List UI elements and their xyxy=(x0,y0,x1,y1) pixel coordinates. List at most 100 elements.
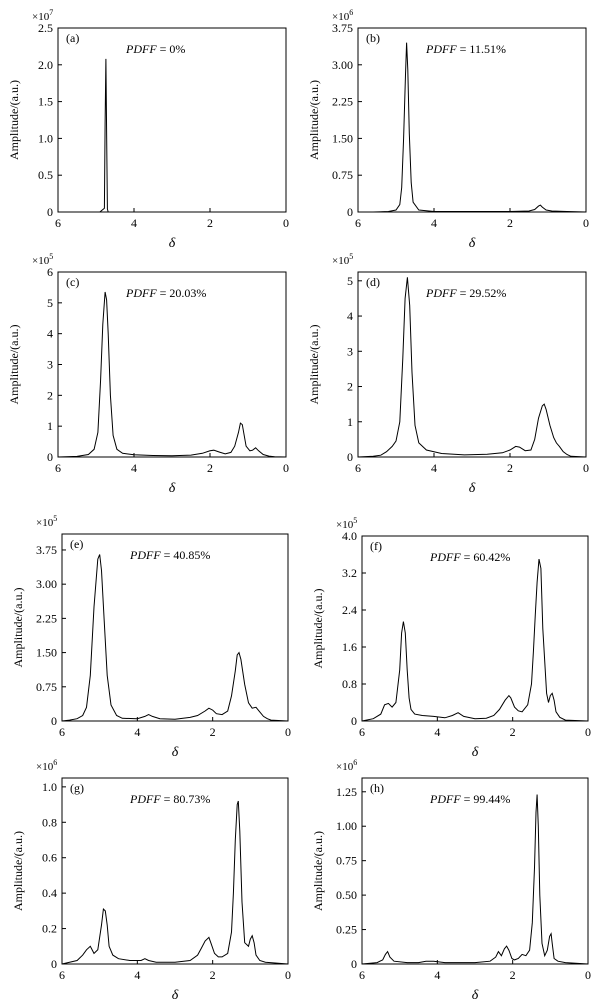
y-axis-label: Amplitude/(a.u.) xyxy=(11,831,25,911)
pdff-label: PDFF xyxy=(425,286,457,300)
y-tick-label: 1.50 xyxy=(36,646,57,660)
y-tick-label: 0 xyxy=(351,714,357,728)
pdff-value: = 0% xyxy=(157,42,186,56)
pdff-value: = 40.85% xyxy=(161,548,211,562)
x-axis-label: δ xyxy=(469,236,476,251)
y-tick-label: 4 xyxy=(347,309,353,323)
x-tick-label: 6 xyxy=(59,725,65,739)
y-axis-label: Amplitude/(a.u.) xyxy=(311,831,325,911)
y-tick-label: 2.25 xyxy=(36,611,57,625)
y-tick-label: 3.00 xyxy=(332,58,353,72)
chart-panel-6: 6 4 2 0 0 0.8 1.6 2.4 3.2 4.0×105 (f) PDFF = 60.42%… xyxy=(311,516,591,760)
y-tick-label: 0.75 xyxy=(332,168,353,182)
scale-multiplier-exponent: 5 xyxy=(353,516,357,525)
y-axis-label: Amplitude/(a.u.) xyxy=(307,80,321,160)
scale-multiplier-base: ×10 xyxy=(36,761,54,773)
pdff-label: PDFF xyxy=(425,42,457,56)
scale-multiplier-base: ×10 xyxy=(336,519,354,531)
panel-label: (d) xyxy=(366,275,380,289)
y-tick-label: 1.00 xyxy=(336,819,357,833)
x-tick-label: 6 xyxy=(59,968,65,982)
y-tick-label: 3.75 xyxy=(36,543,57,557)
y-tick-label: 0.25 xyxy=(336,923,357,937)
y-tick-label: 2.4 xyxy=(342,603,357,617)
y-tick-label: 0 xyxy=(51,957,57,971)
y-tick-label: 2.0 xyxy=(38,58,53,72)
y-axis-label: Amplitude/(a.u.) xyxy=(7,325,21,405)
x-tick-label: 6 xyxy=(355,461,361,475)
pdff-annotation: PDFF = 29.52% xyxy=(425,286,506,300)
scale-multiplier: ×105 xyxy=(332,252,353,267)
y-axis-label: Amplitude/(a.u.) xyxy=(307,325,321,405)
x-tick-label: 2 xyxy=(507,461,513,475)
plot-frame xyxy=(61,777,289,965)
scale-multiplier: ×106 xyxy=(36,758,57,773)
scale-multiplier: ×105 xyxy=(32,252,53,267)
y-tick-label: 0.50 xyxy=(336,888,357,902)
y-tick-label: 0.6 xyxy=(42,851,57,865)
x-tick-label: 0 xyxy=(283,461,289,475)
spectrum-line xyxy=(61,554,289,722)
pdff-label: PDFF xyxy=(129,792,161,806)
pdff-annotation: PDFF = 99.44% xyxy=(429,792,510,806)
panel-label: (b) xyxy=(366,31,380,45)
x-tick-label: 4 xyxy=(434,725,440,739)
x-tick-label: 2 xyxy=(507,216,513,230)
pdff-annotation: PDFF = 11.51% xyxy=(425,42,506,56)
x-tick-label: 6 xyxy=(359,968,365,982)
x-tick-label: 2 xyxy=(210,725,216,739)
y-tick-label: 3.2 xyxy=(342,566,357,580)
x-tick-label: 4 xyxy=(431,216,437,230)
plot-frame xyxy=(361,535,589,722)
y-tick-label: 0 xyxy=(347,205,353,219)
pdff-annotation: PDFF = 80.73% xyxy=(129,792,210,806)
y-tick-label: 0.75 xyxy=(336,854,357,868)
y-tick-label: 5 xyxy=(47,296,53,310)
chart-panel-7: 6 4 2 000.20.40.60.81.0×106(g)PDFF = 80.73%… xyxy=(11,758,291,1003)
y-tick-label: 0 xyxy=(347,450,353,464)
x-tick-label: 0 xyxy=(585,725,591,739)
x-tick-label: 2 xyxy=(207,216,213,230)
y-tick-label: 1.6 xyxy=(342,640,357,654)
scale-multiplier-base: ×10 xyxy=(332,255,350,267)
x-tick-label: 4 xyxy=(131,216,137,230)
scale-multiplier-exponent: 5 xyxy=(53,514,57,523)
panel-label: (a) xyxy=(66,31,79,45)
scale-multiplier-base: ×10 xyxy=(32,11,50,23)
scale-multiplier-base: ×10 xyxy=(332,11,350,23)
x-tick-label: 4 xyxy=(134,725,140,739)
y-tick-label: 4 xyxy=(47,327,53,341)
x-tick-label: 4 xyxy=(431,461,437,475)
y-tick-label: 1.50 xyxy=(332,131,353,145)
x-tick-label: 2 xyxy=(210,968,216,982)
x-tick-label: 2 xyxy=(510,725,516,739)
pdff-label: PDFF xyxy=(429,550,461,564)
scale-multiplier: ×107 xyxy=(32,8,53,23)
pdff-label: PDFF xyxy=(429,792,461,806)
spectrum-line xyxy=(61,800,289,965)
y-tick-label: 0 xyxy=(351,957,357,971)
y-tick-label: 1 xyxy=(347,415,353,429)
scale-multiplier-exponent: 6 xyxy=(53,758,57,767)
y-tick-label: 0.8 xyxy=(342,677,357,691)
y-tick-label: 4.0 xyxy=(342,529,357,543)
spectrum-line xyxy=(361,558,589,722)
panel-label: (f) xyxy=(370,539,382,553)
scale-multiplier: ×105 xyxy=(36,514,57,529)
y-tick-label: 2.25 xyxy=(332,95,353,109)
scale-multiplier-exponent: 7 xyxy=(49,8,53,17)
x-tick-label: 2 xyxy=(207,461,213,475)
pdff-annotation: PDFF = 20.03% xyxy=(125,286,206,300)
y-tick-label: 1.0 xyxy=(42,780,57,794)
y-tick-label: 6 xyxy=(47,265,53,279)
y-tick-label: 0 xyxy=(47,205,53,219)
y-tick-label: 3.75 xyxy=(332,21,353,35)
spectrum-line xyxy=(58,58,286,213)
pdff-value: = 99.44% xyxy=(461,792,511,806)
y-tick-label: 3 xyxy=(347,344,353,358)
y-axis-label: Amplitude/(a.u.) xyxy=(11,588,25,668)
y-tick-label: 3.00 xyxy=(36,577,57,591)
panel-label: (g) xyxy=(70,781,84,795)
y-tick-label: 0 xyxy=(47,450,53,464)
